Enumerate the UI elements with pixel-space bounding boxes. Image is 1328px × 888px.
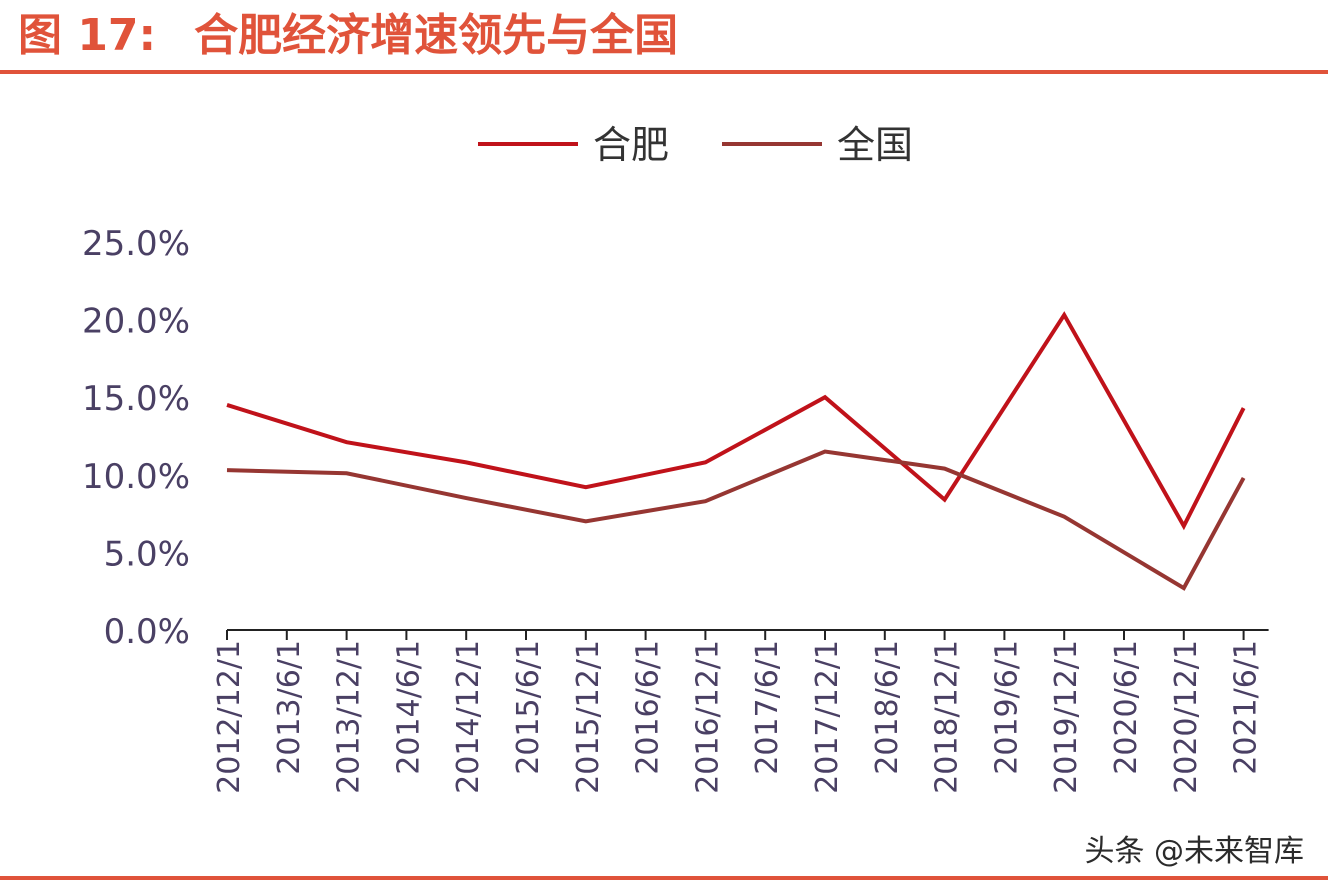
y-tick-label: 25.0% — [82, 224, 190, 264]
x-tick-label: 2013/6/1 — [272, 640, 307, 775]
x-tick-label: 2014/12/1 — [451, 640, 486, 794]
x-tick-label: 2021/6/1 — [1229, 640, 1264, 775]
x-tick-label: 2018/6/1 — [870, 640, 905, 775]
legend-label-1: 合肥 — [593, 123, 669, 167]
x-tick-label: 2019/12/1 — [1049, 640, 1084, 794]
figure-title: 图 17: 合肥经济增速领先与全国 — [18, 2, 678, 70]
watermark: 头条 @未来智库 — [1084, 834, 1304, 869]
x-tick-label: 2015/6/1 — [511, 640, 546, 775]
x-tick-label: 2013/12/1 — [332, 640, 367, 794]
figure-label: 图 17: — [18, 10, 157, 61]
x-tick-label: 2014/6/1 — [391, 640, 426, 775]
y-tick-label: 0.0% — [104, 612, 190, 652]
x-tick-label: 2016/6/1 — [631, 640, 666, 775]
y-tick-label: 5.0% — [104, 534, 190, 574]
x-tick-label: 2018/12/1 — [930, 640, 965, 794]
y-tick-label: 20.0% — [82, 302, 190, 342]
x-tick-label: 2015/12/1 — [571, 640, 606, 794]
figure-title-text: 合肥经济增速领先与全国 — [194, 10, 679, 61]
series-line-1 — [226, 311, 1246, 531]
series-line-2 — [226, 449, 1246, 591]
x-tick-label: 2017/12/1 — [810, 640, 845, 794]
x-tick-label: 2020/6/1 — [1109, 640, 1144, 775]
legend-label-2: 全国 — [837, 123, 913, 167]
x-tick-label: 2019/6/1 — [989, 640, 1024, 775]
bottom-rule — [0, 876, 1328, 880]
top-rule — [0, 70, 1328, 74]
y-tick-label: 10.0% — [82, 457, 190, 497]
x-tick-label: 2020/12/1 — [1169, 640, 1204, 794]
x-tick-label: 2016/12/1 — [690, 640, 725, 794]
x-tick-label: 2017/6/1 — [750, 640, 785, 775]
x-tick-label: 2012/12/1 — [212, 640, 247, 794]
y-tick-label: 15.0% — [82, 379, 190, 419]
